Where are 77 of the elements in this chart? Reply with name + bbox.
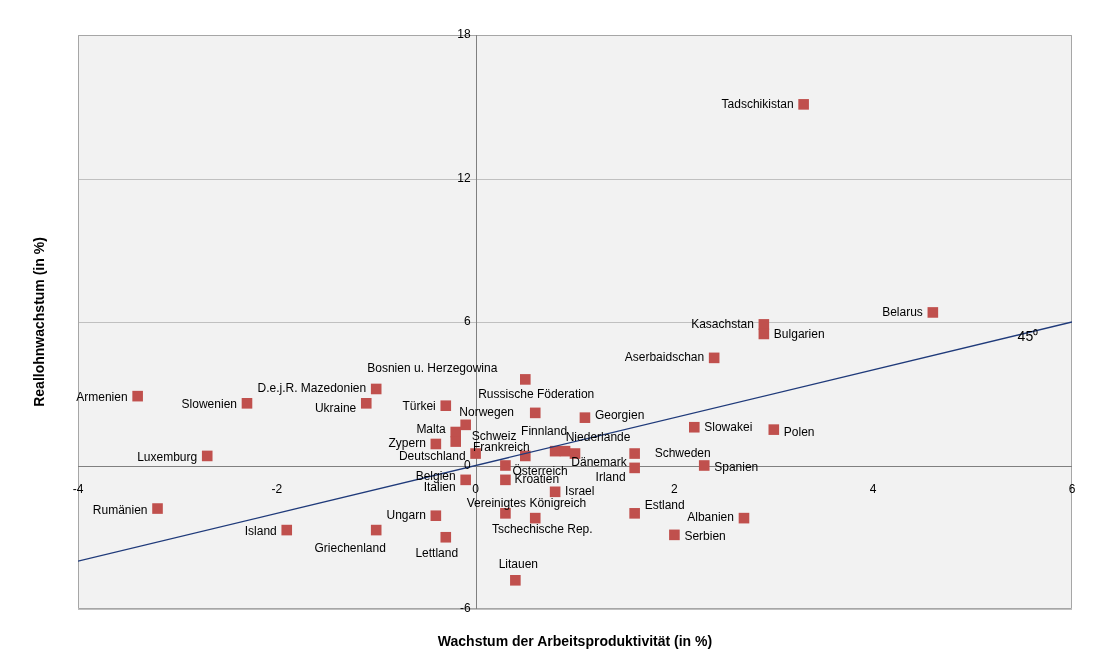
point: [529, 512, 541, 524]
annotation: Spanien: [714, 459, 759, 474]
annotation: Schweden: [654, 445, 711, 460]
point: [500, 474, 511, 486]
y-tick-label: 6: [463, 314, 471, 329]
annotation: Rumänien: [92, 502, 148, 517]
annotation: Aserbaidschan: [624, 350, 705, 365]
x-tick-label: 4: [869, 481, 877, 496]
y-tick-label: 12: [457, 170, 471, 185]
point: [440, 531, 452, 543]
annotation: Kasachstan: [691, 316, 754, 331]
annotation: Georgien: [594, 407, 645, 422]
point: [370, 524, 382, 536]
y-tick-label: 18: [457, 27, 471, 42]
annotation: Armenien: [76, 390, 128, 405]
annotation: Schweiz: [471, 428, 517, 443]
point: [460, 474, 471, 486]
point: [529, 407, 541, 419]
annotation: Belarus: [882, 304, 923, 319]
annotation: Island: [244, 524, 277, 539]
point: [629, 462, 640, 474]
point: [520, 374, 531, 385]
point: [440, 400, 452, 412]
y-tick-label: -6: [459, 601, 471, 616]
annotation: Estland: [644, 497, 685, 512]
annotation: Irland: [595, 470, 626, 485]
x-tick-label: 6: [1068, 481, 1076, 496]
point: [430, 510, 442, 522]
point: [152, 503, 163, 514]
annotation: Norwegen: [459, 405, 515, 420]
annotation: Bulgarien: [773, 327, 825, 342]
point: [798, 99, 809, 110]
annotation: Bosnien u. Herzegowina: [367, 360, 498, 375]
annotation: Luxemburg: [137, 450, 198, 465]
x-tick-label: -2: [271, 481, 283, 496]
point: [688, 421, 700, 433]
annotation: Frankreich: [472, 440, 530, 455]
annotation: Griechenland: [314, 541, 386, 556]
x-axis-title: Wachstum der Arbeitsproduktivität (in %): [437, 632, 713, 649]
point: [927, 307, 939, 318]
point: [500, 460, 511, 471]
annotation: Russische Föderation: [478, 387, 595, 402]
annotation: Polen: [783, 424, 815, 439]
y-axis-title: Reallohnwachstum (in %): [30, 237, 47, 407]
point: [629, 448, 640, 459]
point: [510, 575, 521, 586]
point: [629, 508, 640, 519]
point: [669, 529, 680, 541]
annotation: Serbien: [684, 529, 726, 544]
point: [241, 398, 253, 409]
annotation: Slowakei: [704, 419, 753, 434]
annotation: D.e.j.R. Mazedonien: [257, 381, 367, 396]
point: [579, 412, 591, 423]
annotation: 45⁰: [1017, 328, 1039, 345]
annotation: Malta: [416, 422, 447, 437]
annotation: Litauen: [498, 556, 539, 571]
point: [450, 436, 462, 447]
annotation: Türkei: [402, 399, 436, 414]
x-tick-label: -4: [72, 481, 84, 496]
point: [201, 450, 213, 462]
annotation: Dänemark: [571, 454, 628, 469]
annotation: Zypern: [388, 436, 426, 451]
point: [132, 390, 143, 402]
point: [370, 383, 382, 395]
annotation: Ukraine: [314, 400, 357, 415]
x-tick-label: 2: [671, 481, 679, 496]
point: [698, 460, 710, 471]
point: [360, 398, 372, 409]
annotation: Ungarn: [386, 508, 426, 523]
annotation: Slowenien: [181, 396, 237, 411]
annotation: Lettland: [415, 545, 459, 560]
annotation: Albanien: [687, 510, 734, 525]
point: [768, 424, 780, 435]
point: [281, 524, 293, 536]
point: [460, 419, 471, 431]
annotation: Tschechische Rep.: [491, 522, 593, 537]
annotation: Tadschikistan: [721, 96, 794, 111]
